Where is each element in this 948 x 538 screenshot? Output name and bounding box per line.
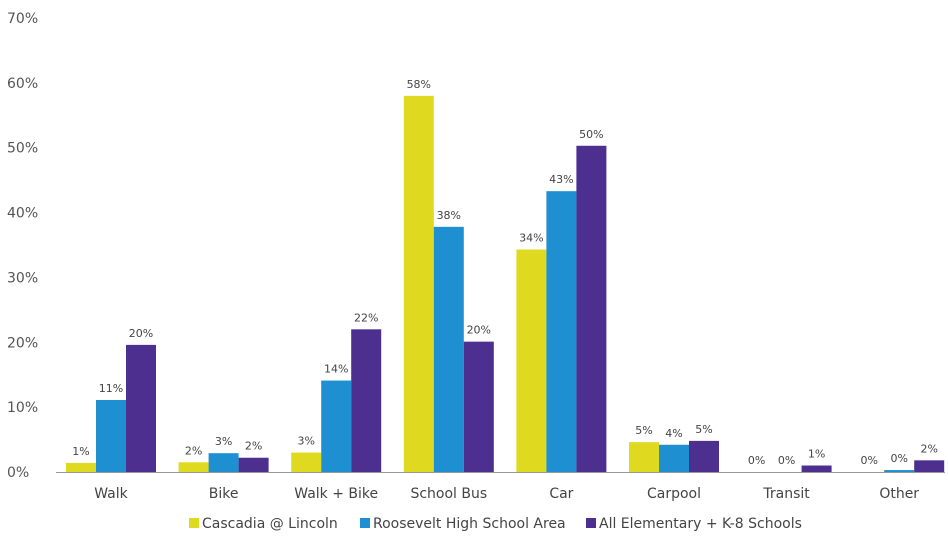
bar-car-series-2: [546, 191, 577, 472]
data-label: 20%: [129, 327, 153, 340]
bar-carpool-series-1: [629, 442, 659, 472]
bar-bike-series-2: [208, 453, 239, 472]
y-tick-label: 60%: [7, 76, 38, 92]
data-label: 5%: [635, 424, 652, 437]
x-axis: Walk Bike Walk + Bike School Bus Car Carpool T…: [94, 486, 919, 502]
data-label: 2%: [185, 444, 202, 457]
legend-swatch: [189, 518, 199, 528]
x-tick-label: Car: [549, 486, 573, 502]
data-label: 1%: [72, 445, 89, 458]
x-tick-label: Bike: [209, 486, 239, 502]
bar-school-bus-series-3: [463, 341, 494, 472]
data-label: 3%: [297, 435, 314, 448]
data-label: 2%: [245, 440, 262, 453]
data-label: 0%: [860, 454, 877, 467]
legend-swatch: [586, 518, 596, 528]
data-label: 43%: [549, 173, 573, 186]
bar-walk-series-2: [96, 400, 126, 472]
data-label: 58%: [407, 78, 431, 91]
y-axis: 0% 10% 20% 30% 40% 50% 60% 70%: [7, 11, 38, 481]
bar-carpool-series-3: [689, 440, 719, 472]
data-label: 20%: [467, 324, 491, 337]
y-tick-label: 40%: [7, 206, 38, 222]
bar-walk-series-3: [126, 344, 156, 472]
x-tick-label: Transit: [762, 486, 810, 502]
legend-label: Roosevelt High School Area: [373, 516, 566, 532]
bar-other-series-2: [884, 470, 915, 472]
bar-school-bus-series-2: [433, 226, 464, 472]
y-tick-label: 10%: [7, 400, 38, 416]
bars-group: [66, 95, 945, 473]
x-tick-label: Other: [879, 486, 919, 502]
data-label: 0%: [778, 454, 795, 467]
bar-bike-series-3: [238, 457, 269, 472]
data-label: 11%: [99, 382, 123, 395]
data-label: 5%: [695, 423, 712, 436]
data-label: 22%: [354, 311, 378, 324]
bar-car-series-1: [516, 249, 547, 472]
data-label: 34%: [519, 232, 543, 245]
legend-label: All Elementary + K-8 Schools: [599, 516, 802, 532]
data-label: 3%: [215, 435, 232, 448]
data-label: 0%: [890, 452, 907, 465]
y-tick-label: 30%: [7, 270, 38, 286]
data-label: 2%: [920, 442, 937, 455]
data-label: 0%: [748, 454, 765, 467]
bar-walk-bike-series-1: [291, 452, 322, 472]
bar-bike-series-1: [178, 462, 209, 472]
x-tick-label: Walk: [94, 486, 128, 502]
bar-school-bus-series-1: [403, 95, 434, 472]
bar-transit-series-3: [801, 465, 832, 472]
bar-other-series-3: [914, 460, 945, 472]
y-tick-label: 0%: [7, 465, 29, 481]
legend-swatch: [360, 518, 370, 528]
y-tick-label: 50%: [7, 141, 38, 157]
x-tick-label: School Bus: [410, 486, 487, 502]
x-tick-label: Walk + Bike: [294, 486, 378, 502]
data-label: 4%: [665, 427, 682, 440]
bar-car-series-3: [576, 145, 607, 473]
x-tick-label: Carpool: [647, 486, 701, 502]
legend-label: Cascadia @ Lincoln: [202, 516, 338, 532]
bar-walk-series-1: [66, 462, 96, 472]
data-labels-group: 1% 11% 20% 2% 3% 2% 3% 14% 22% 58% 38% 20% 34% 43% 50%…: [72, 78, 938, 467]
y-tick-label: 70%: [7, 11, 38, 27]
data-label: 14%: [324, 363, 348, 376]
y-tick-label: 20%: [7, 335, 38, 351]
bar-walk-bike-series-2: [321, 380, 352, 472]
data-label: 38%: [437, 209, 461, 222]
bar-carpool-series-2: [659, 444, 689, 472]
data-label: 50%: [579, 128, 603, 141]
legend: Cascadia @ Lincoln Roosevelt High School …: [189, 516, 802, 532]
data-label: 1%: [808, 448, 825, 461]
bar-walk-bike-series-3: [351, 329, 382, 472]
